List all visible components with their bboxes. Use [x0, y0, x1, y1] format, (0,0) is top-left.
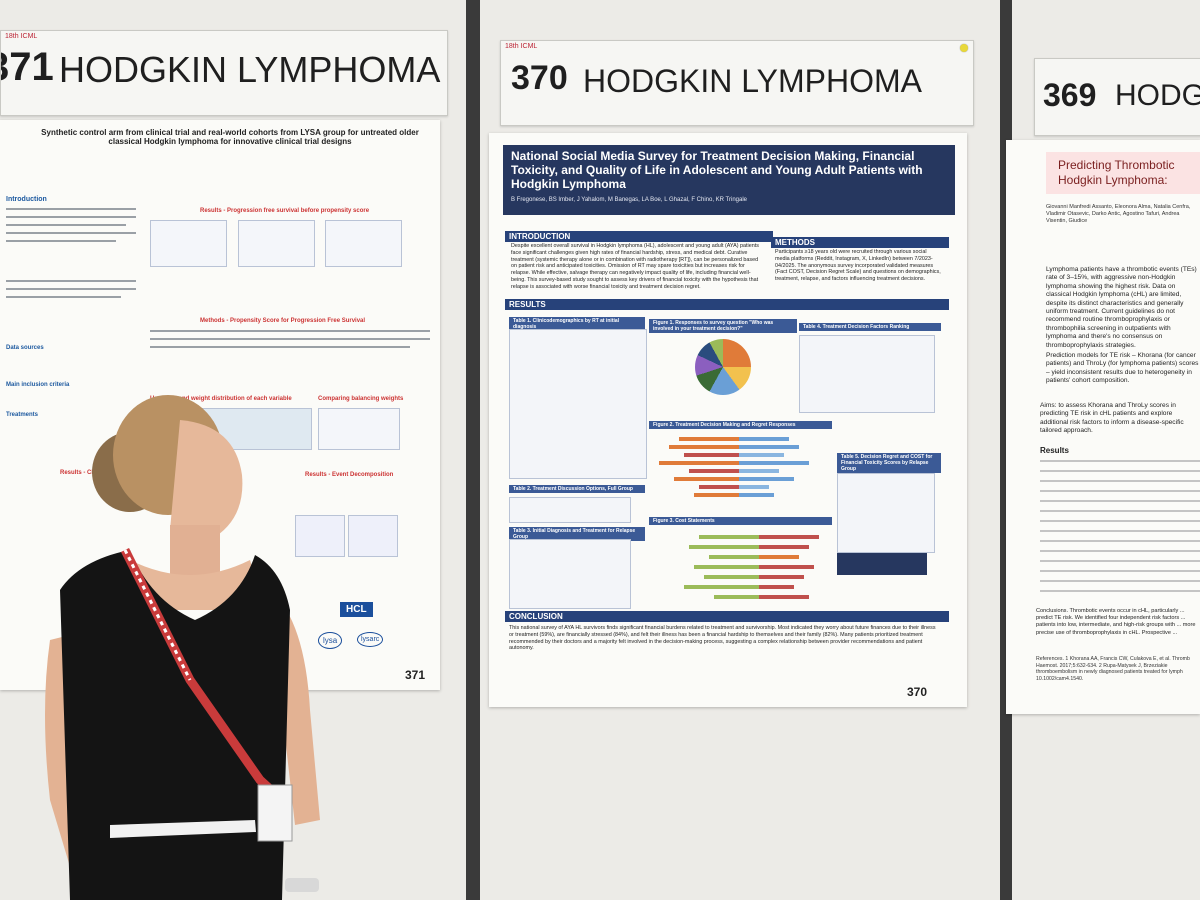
left-header-number: 371 — [1, 45, 54, 89]
results-heading: RESULTS — [505, 299, 949, 310]
left-data-sources-label: Data sources — [6, 345, 44, 351]
center-poster-title: National Social Media Survey for Treatme… — [511, 149, 923, 191]
right-intro-text: Lymphoma patients have a thrombotic even… — [1046, 266, 1197, 349]
left-treatments-label: Treatments — [6, 412, 39, 418]
table3 — [509, 539, 631, 609]
left-section-weights: Unweight and weight distribution of each… — [150, 396, 292, 402]
center-conf-tag: 18th ICML — [505, 43, 538, 50]
methods-text: Participants ≥18 years old were recruite… — [775, 249, 941, 283]
right-results-label: Results — [1040, 446, 1069, 455]
center-poster: National Social Media Survey for Treatme… — [489, 133, 967, 707]
center-header-number: 370 — [511, 59, 568, 97]
left-section-pfs: Results - Progression free survival befo… — [200, 208, 370, 214]
board-divider-left — [466, 0, 480, 900]
table4 — [799, 335, 935, 413]
right-poster: Predicting Thrombotic Hodgkin Lymphoma: … — [1006, 140, 1200, 714]
left-section-event: Results - Event Decomposition — [305, 472, 394, 478]
right-poster-title: Predicting Thrombotic Hodgkin Lymphoma: — [1058, 158, 1175, 187]
left-header-title: HODGKIN LYMPHOMA — [59, 49, 441, 90]
figure1-title: Figure 1. Responses to survey question "… — [649, 319, 797, 333]
table5 — [837, 473, 935, 553]
table5-title: Table 5. Decision Regret and COST for Fi… — [837, 453, 941, 473]
conclusion-text: This national survey of AYA HL survivors… — [509, 625, 936, 652]
left-inclusion-label: Main inclusion criteria — [6, 382, 70, 388]
table3-title: Table 3. Initial Diagnosis and Treatment… — [509, 527, 645, 541]
right-header-title: HODGK — [1115, 79, 1200, 112]
intro-text: Despite excellent overall survival in Ho… — [511, 243, 759, 290]
right-aims-text: Aims: to assess Khorana and ThroLy score… — [1040, 402, 1184, 435]
center-page-number: 370 — [907, 685, 928, 699]
left-section-balancing: Comparing balancing weights — [318, 396, 404, 402]
figure3-title: Figure 3. Cost Statements — [649, 517, 832, 525]
figure3-bars — [659, 531, 834, 606]
right-header-number: 369 — [1043, 77, 1097, 113]
person-figure — [45, 395, 320, 900]
left-section-methods: Methods - Propensity Score for Progressi… — [200, 318, 366, 324]
right-references-text: References. 1 Khorana AA, Francis CW, Cu… — [1036, 656, 1190, 682]
right-authors: Giovanni Manfredi Assanto, Eleonora Alma… — [1046, 204, 1191, 224]
table4-title: Table 4. Treatment Decision Factors Rank… — [799, 323, 941, 331]
hcl-logo: HCL — [340, 602, 373, 617]
table2-title: Table 2. Treatment Discussion Options, F… — [509, 485, 645, 493]
conclusion-heading: CONCLUSION — [505, 611, 949, 622]
right-conclusions-text: Conclusions. Thrombotic events occur in … — [1036, 608, 1196, 636]
left-page-number: 371 — [405, 668, 426, 682]
methods-heading: METHODS — [771, 237, 949, 248]
table2 — [509, 497, 631, 523]
pin-icon — [960, 44, 968, 52]
center-header-card: 18th ICML 370 HODGKIN LYMPHOMA — [500, 40, 974, 126]
intro-heading: INTRODUCTION — [505, 231, 773, 242]
table1 — [509, 329, 647, 479]
center-header-title: HODGKIN LYMPHOMA — [583, 63, 922, 99]
left-poster-title: Synthetic control arm from clinical tria… — [41, 128, 419, 146]
left-intro-label: Introduction — [6, 196, 47, 203]
pie-chart — [695, 339, 751, 395]
lysarc-logo: lysarc — [357, 632, 384, 647]
table1-title: Table 1. Clinicodemographics by RT at in… — [509, 317, 645, 331]
right-header-card: 369 HODGK — [1034, 58, 1200, 136]
left-header-card: 18th ICML 371 HODGKIN LYMPHOMA — [0, 30, 448, 116]
lysa-logo: lysa — [318, 632, 343, 649]
figure2-bars — [659, 435, 829, 515]
right-prediction-text: Prediction models for TE risk – Khorana … — [1046, 352, 1199, 385]
center-authors: B Fregonese, BS Imber, J Yahalom, M Bane… — [511, 197, 748, 203]
figure2-title: Figure 2. Treatment Decision Making and … — [649, 421, 832, 429]
